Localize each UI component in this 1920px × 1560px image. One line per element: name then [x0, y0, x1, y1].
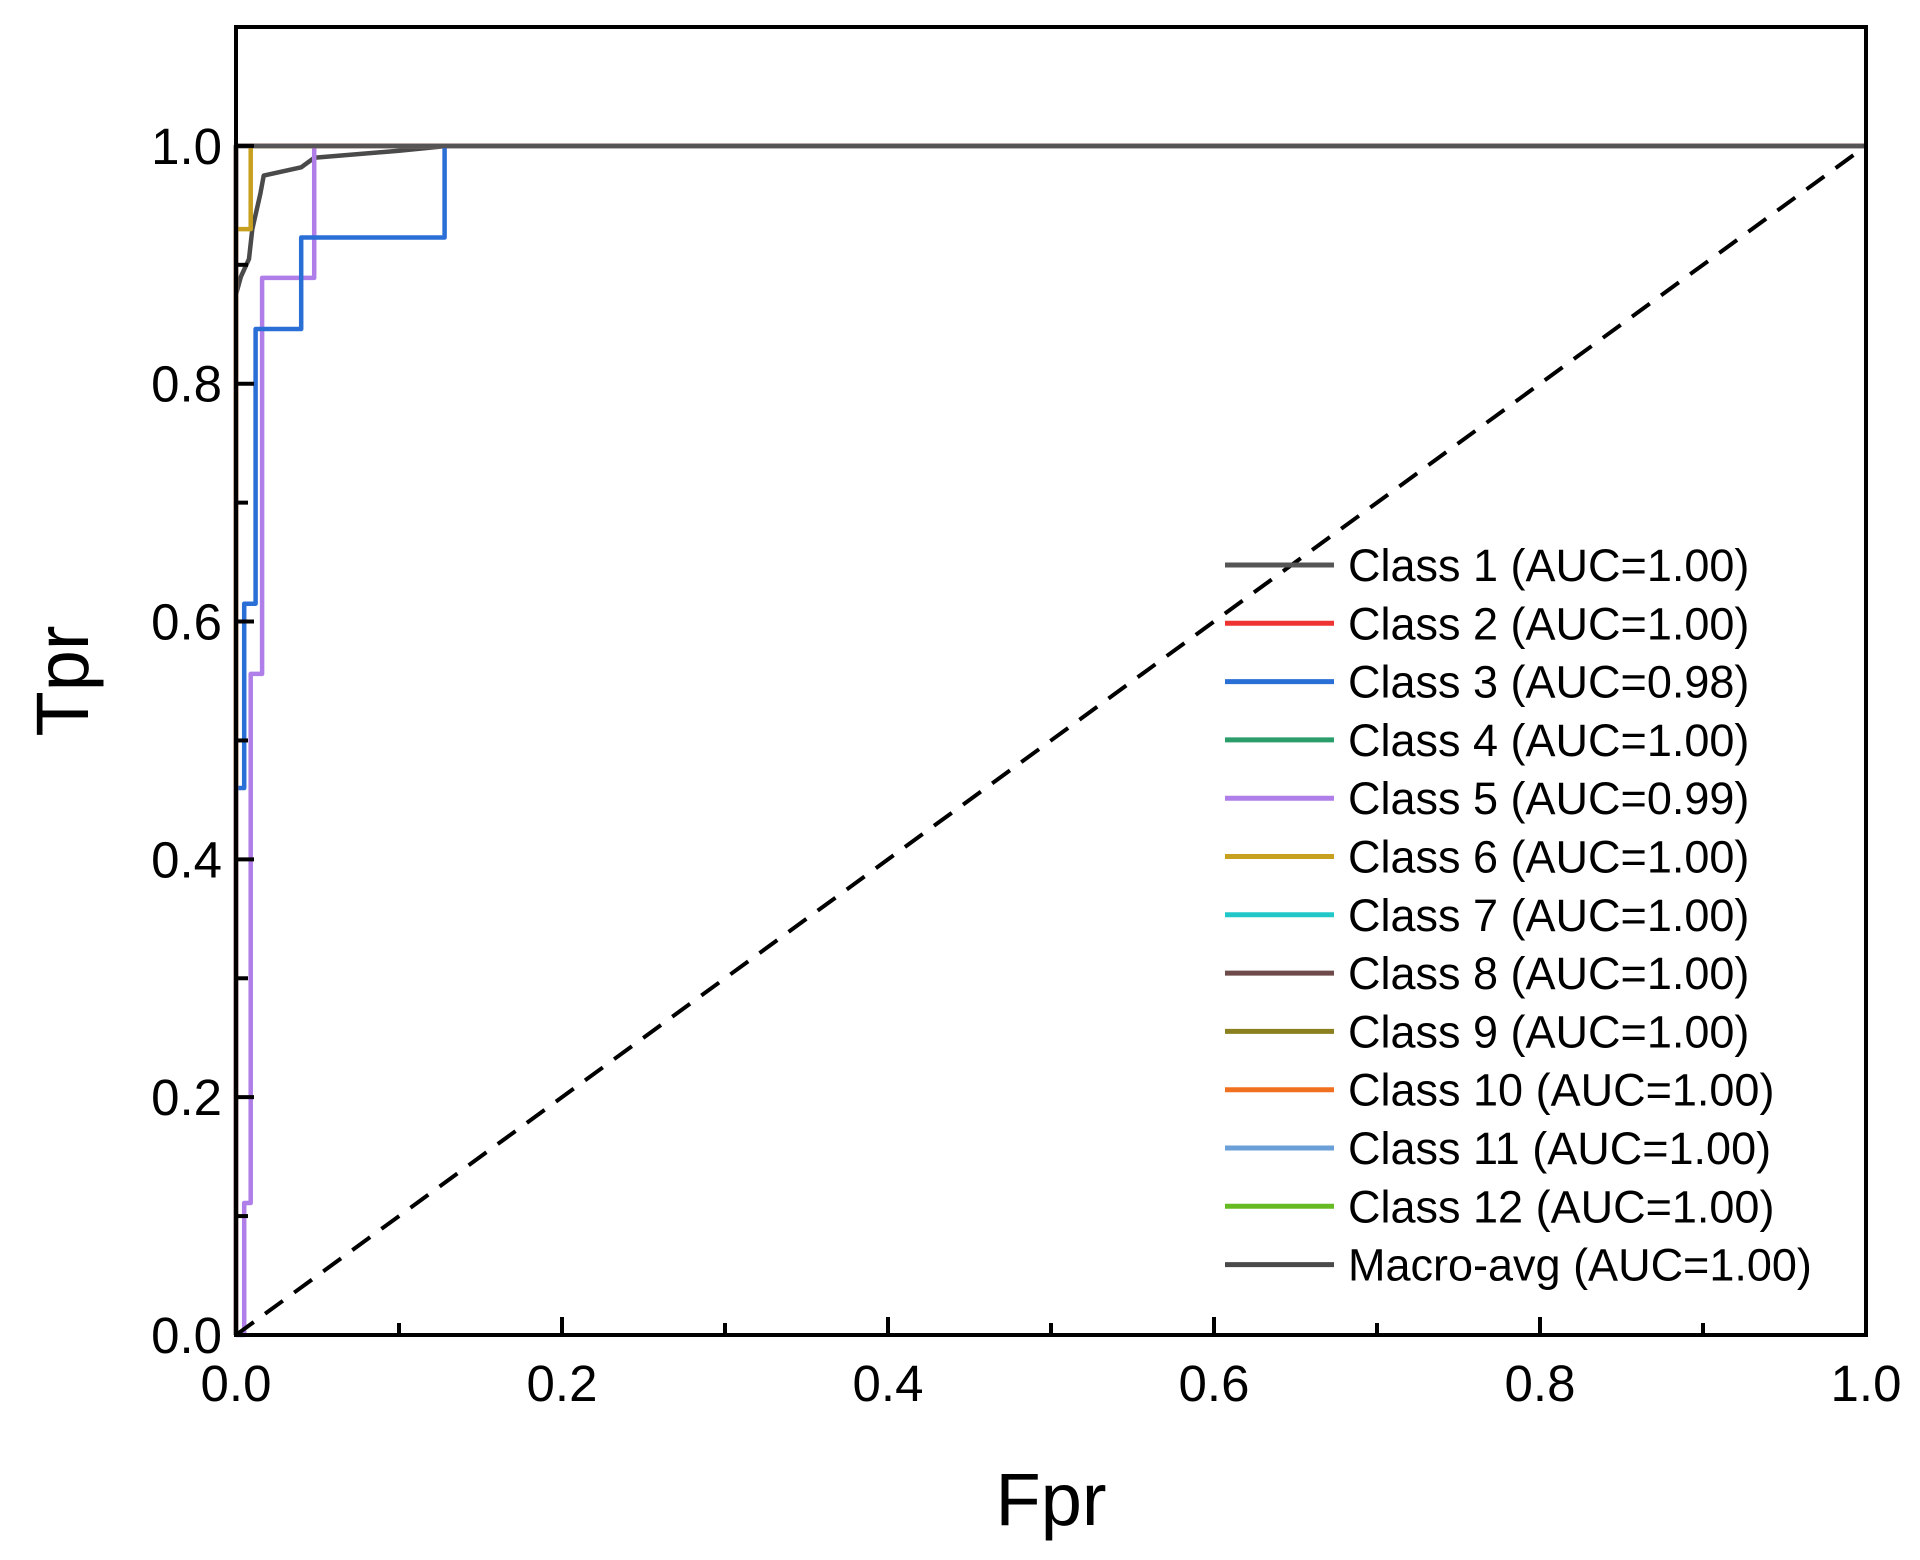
- y-tick-label: 0.0: [151, 1307, 222, 1364]
- series-line-13: [233, 143, 1866, 296]
- chance-diagonal-line: [234, 144, 1868, 1337]
- legend-label-12: Class 12 (AUC=1.00): [1348, 1181, 1774, 1232]
- legend-label-8: Class 8 (AUC=1.00): [1348, 948, 1749, 999]
- legend-label-9: Class 9 (AUC=1.00): [1348, 1006, 1749, 1057]
- legend-label-7: Class 7 (AUC=1.00): [1348, 890, 1749, 941]
- x-tick-label: 0.6: [1179, 1355, 1250, 1412]
- x-tick-label: 0.2: [527, 1355, 598, 1412]
- legend-label-2: Class 2 (AUC=1.00): [1348, 598, 1749, 649]
- y-tick-label: 1.0: [151, 118, 222, 175]
- x-tick-label: 1.0: [1831, 1355, 1902, 1412]
- legend-label-1: Class 1 (AUC=1.00): [1348, 540, 1749, 591]
- x-tick-label: 0.0: [201, 1355, 272, 1412]
- legend-label-11: Class 11 (AUC=1.00): [1348, 1123, 1771, 1174]
- reference-line-layer: [234, 144, 1868, 1337]
- x-axis-title: Fpr: [996, 1458, 1107, 1541]
- x-tick-label: 0.8: [1505, 1355, 1576, 1412]
- legend: Class 1 (AUC=1.00) Class 2 (AUC=1.00) Clas…: [1225, 540, 1812, 1291]
- x-tick-label: 0.4: [853, 1355, 924, 1412]
- y-tick-label: 0.8: [151, 356, 222, 413]
- legend-label-10: Class 10 (AUC=1.00): [1348, 1065, 1774, 1116]
- y-axis-title: Tpr: [21, 626, 104, 737]
- legend-label-6: Class 6 (AUC=1.00): [1348, 832, 1749, 883]
- legend-label-3: Class 3 (AUC=0.98): [1348, 657, 1749, 708]
- legend-label-13: Macro-avg (AUC=1.00): [1348, 1240, 1812, 1291]
- series-line-3: [233, 143, 1866, 1335]
- y-tick-label: 0.4: [151, 831, 222, 888]
- y-tick-label: 0.2: [151, 1069, 222, 1126]
- x-axis-ticks: 0.0 0.2 0.4 0.6 0.8 1.0: [201, 1317, 1902, 1412]
- y-axis-ticks: 0.0 0.2 0.4 0.6 0.8 1.0: [151, 118, 254, 1364]
- legend-label-5: Class 5 (AUC=0.99): [1348, 773, 1749, 824]
- y-tick-label: 0.6: [151, 594, 222, 651]
- legend-label-4: Class 4 (AUC=1.00): [1348, 715, 1749, 766]
- series-line-5: [236, 143, 1866, 1338]
